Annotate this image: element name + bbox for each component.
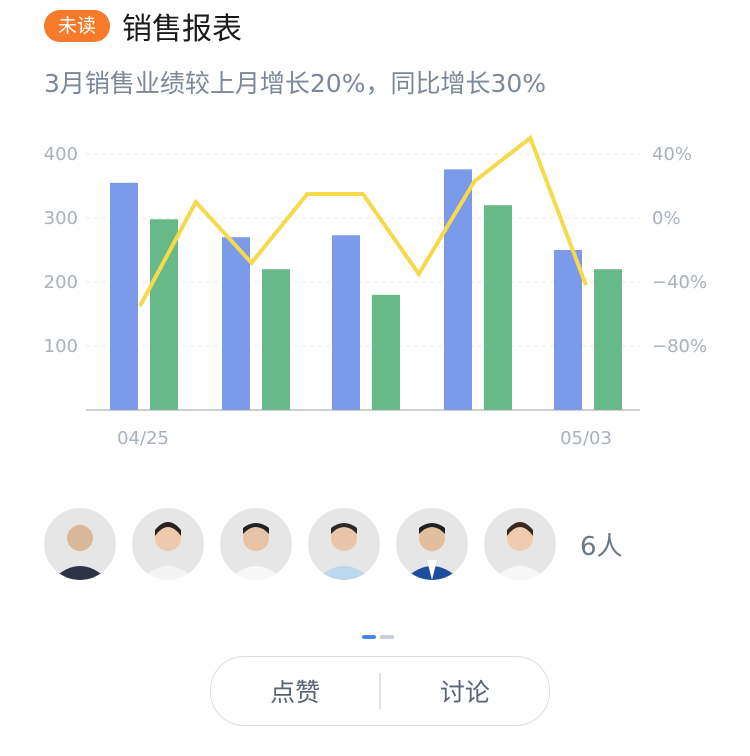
participant-list: 6人 xyxy=(44,508,623,580)
y2-tick-label: −80% xyxy=(652,336,707,357)
y2-tick-label: 40% xyxy=(652,144,692,165)
sales-chart: 100 200 300 400 40% 0% −40% −80% 04/25 05/03 xyxy=(44,134,707,449)
participant-avatar[interactable] xyxy=(220,508,292,580)
person-icon xyxy=(44,508,116,580)
participant-avatar[interactable] xyxy=(308,508,380,580)
person-icon xyxy=(396,508,468,580)
x-tick-label: 05/03 xyxy=(560,428,612,449)
y-tick-label: 200 xyxy=(44,272,78,293)
bar-series1 xyxy=(332,235,360,410)
report-summary: 3月销售业绩较上月增长20%，同比增长30% xyxy=(44,69,547,98)
report-title: 销售报表 xyxy=(122,12,243,47)
participant-count: 6人 xyxy=(580,531,623,562)
action-divider xyxy=(379,673,381,709)
bar-series2 xyxy=(372,294,400,410)
report-header: 未读 销售报表 xyxy=(44,6,243,47)
action-bar: 点赞 讨论 xyxy=(210,656,550,726)
person-icon xyxy=(220,508,292,580)
bar-series2 xyxy=(594,269,622,410)
like-button[interactable]: 点赞 xyxy=(270,678,321,707)
bar-series2 xyxy=(262,269,290,410)
y-tick-label: 300 xyxy=(44,208,78,229)
bar-series2 xyxy=(484,205,512,410)
participant-avatar[interactable] xyxy=(44,508,116,580)
page-dot-active[interactable] xyxy=(362,635,376,639)
participant-avatar[interactable] xyxy=(484,508,556,580)
growth-line xyxy=(138,134,588,307)
y-tick-label: 100 xyxy=(44,336,78,357)
page-dot[interactable] xyxy=(380,635,394,639)
discuss-button[interactable]: 讨论 xyxy=(439,678,490,707)
bar-series1 xyxy=(110,182,138,410)
unread-badge: 未读 xyxy=(44,10,111,42)
participant-avatar[interactable] xyxy=(396,508,468,580)
person-icon xyxy=(484,508,556,580)
y-tick-label: 400 xyxy=(44,144,78,165)
y2-tick-label: −40% xyxy=(652,272,707,293)
participant-avatar[interactable] xyxy=(132,508,204,580)
x-tick-label: 04/25 xyxy=(117,428,169,449)
bar-series1 xyxy=(554,250,582,410)
person-icon xyxy=(308,508,380,580)
person-icon xyxy=(132,508,204,580)
bar-series1 xyxy=(222,237,250,410)
page-indicator xyxy=(362,635,398,639)
y2-tick-label: 0% xyxy=(652,208,681,229)
bar-series2 xyxy=(150,219,178,410)
